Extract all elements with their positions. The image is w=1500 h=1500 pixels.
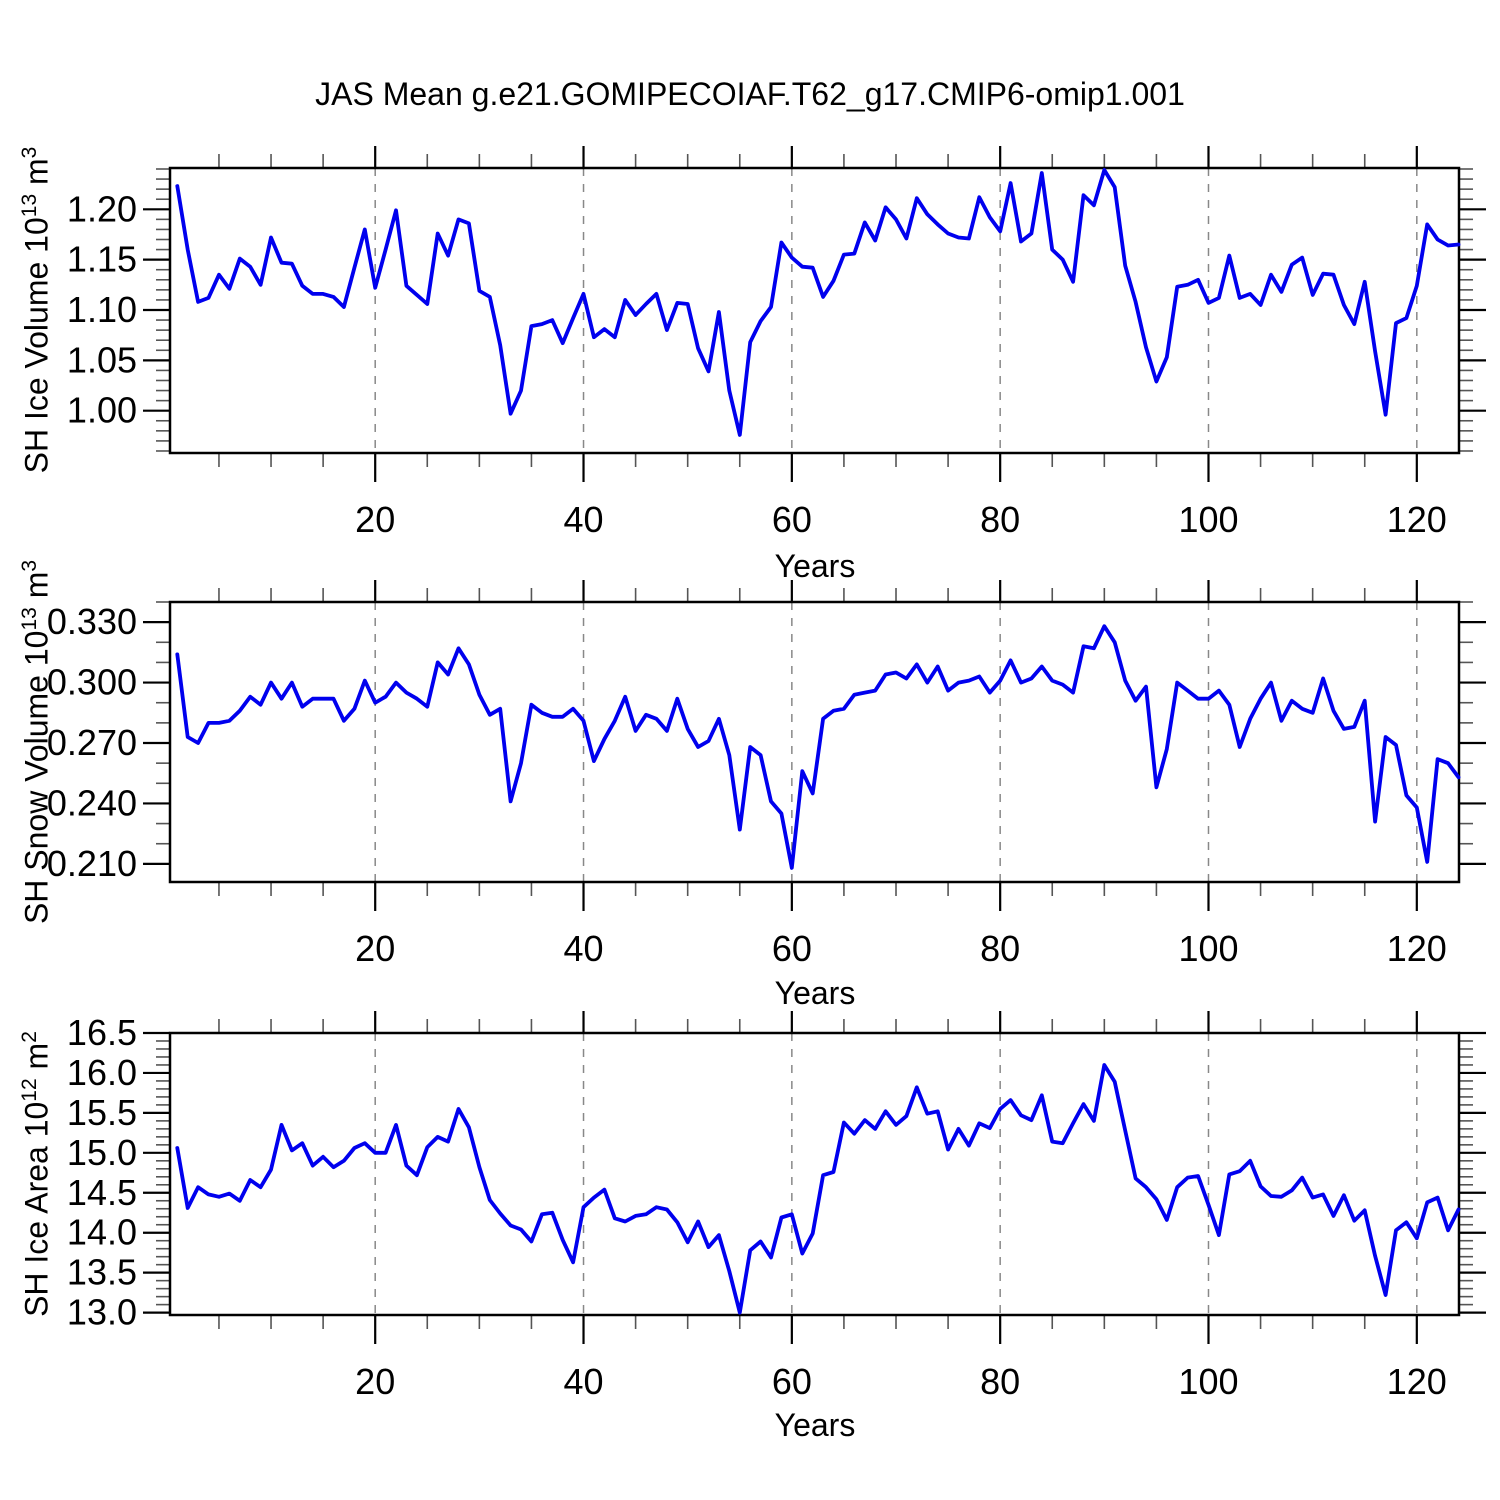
y-tick-label: 1.05 <box>67 339 137 380</box>
y-tick-label: 13.5 <box>67 1252 137 1293</box>
axis-box <box>168 600 1461 884</box>
x-tick-label: 100 <box>1178 928 1238 969</box>
x-tick-label: 120 <box>1387 928 1447 969</box>
x-tick-label: 100 <box>1178 1361 1238 1402</box>
x-tick-label: 20 <box>355 1361 395 1402</box>
y-tick-label: 0.300 <box>47 662 137 703</box>
x-axis-title-3: Years <box>774 1407 856 1443</box>
sh-snow-volume-series-line <box>175 624 1461 870</box>
y-tick-label: 14.5 <box>67 1172 137 1213</box>
y-tick-label: 13.0 <box>67 1292 137 1333</box>
x-axis-title-2: Years <box>774 975 856 1011</box>
x-tick-label: 80 <box>980 1361 1020 1402</box>
y-tick-label: 0.270 <box>47 722 137 763</box>
y-tick-label: 16.0 <box>67 1052 137 1093</box>
y-tick-label: 16.5 <box>67 1012 137 1053</box>
x-tick-label: 100 <box>1178 499 1238 540</box>
y-tick-label: 1.15 <box>67 239 137 280</box>
y-tick-label: 14.0 <box>67 1212 137 1253</box>
x-tick-label: 40 <box>563 928 603 969</box>
y-tick-label: 1.10 <box>67 289 137 330</box>
x-tick-label: 40 <box>563 1361 603 1402</box>
y-tick-label: 0.210 <box>47 843 137 884</box>
chart-title: JAS Mean g.e21.GOMIPECOIAF.T62_g17.CMIP6… <box>315 76 1185 112</box>
x-tick-label: 120 <box>1387 499 1447 540</box>
x-tick-label: 80 <box>980 499 1020 540</box>
x-tick-label: 80 <box>980 928 1020 969</box>
y-tick-label: 15.0 <box>67 1132 137 1173</box>
x-tick-label: 60 <box>772 1361 812 1402</box>
axis-box <box>168 166 1461 455</box>
x-tick-label: 20 <box>355 928 395 969</box>
x-tick-label: 40 <box>563 499 603 540</box>
axis-box <box>168 1031 1461 1317</box>
x-tick-label: 20 <box>355 499 395 540</box>
sh-ice-volume-series-line <box>175 168 1461 437</box>
y-tick-label: 15.5 <box>67 1092 137 1133</box>
sh-ice-area-series-line <box>175 1063 1461 1315</box>
y-tick-label: 0.330 <box>47 601 137 642</box>
x-tick-label: 120 <box>1387 1361 1447 1402</box>
y-tick-label: 0.240 <box>47 782 137 823</box>
x-axis-title-1: Years <box>774 548 856 584</box>
y-tick-label: 1.20 <box>67 188 137 229</box>
y-tick-label: 1.00 <box>67 390 137 431</box>
x-tick-label: 60 <box>772 499 812 540</box>
x-tick-label: 60 <box>772 928 812 969</box>
y-axis-title-ice-area: SH Ice Area 1012 m2 <box>18 1031 55 1317</box>
